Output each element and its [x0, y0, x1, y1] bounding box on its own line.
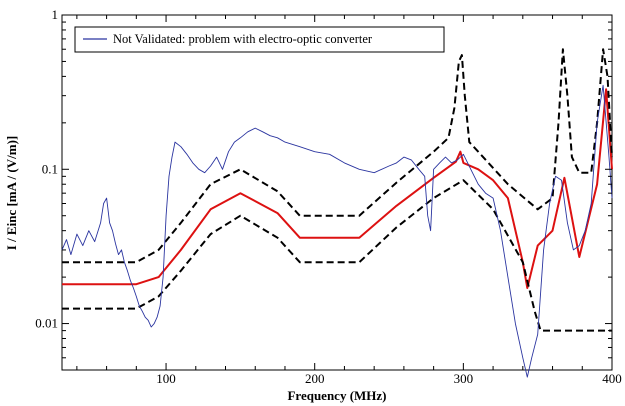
y-tick-label: 0.1 — [42, 161, 58, 176]
series-line-2 — [62, 48, 613, 264]
y-tick-label: 0.01 — [35, 316, 58, 331]
legend-label: Not Validated: problem with electro-opti… — [113, 32, 373, 46]
x-axis-title: Frequency (MHz) — [287, 388, 386, 403]
x-tick-label: 100 — [156, 371, 176, 386]
x-tick-label: 300 — [454, 371, 474, 386]
series-layer — [61, 48, 613, 378]
y-tick-label: 1 — [52, 7, 59, 22]
legend: Not Validated: problem with electro-opti… — [74, 26, 445, 53]
x-tick-label: 200 — [305, 371, 325, 386]
legend-box — [74, 26, 445, 53]
y-axis-title: I / Einc [mA / (V/m)] — [4, 136, 19, 250]
series-line-3 — [62, 179, 612, 332]
x-tick-label: 400 — [602, 371, 622, 386]
ticks-layer: 100 200 300 400 0.01 0.1 1 — [35, 7, 622, 386]
series-line-0 — [61, 84, 613, 378]
